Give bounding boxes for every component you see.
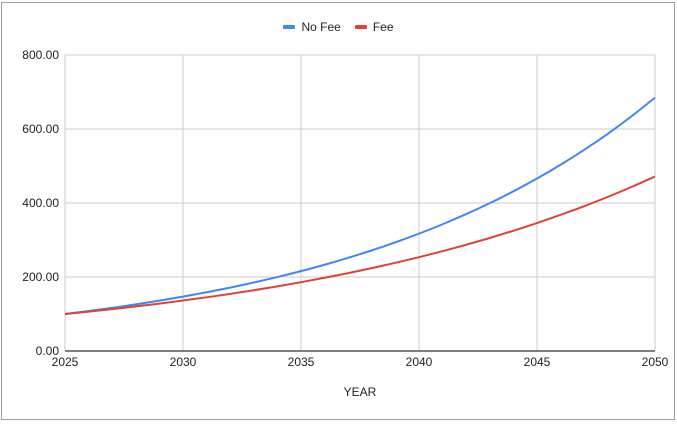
- x-tick-label: 2025: [52, 355, 79, 369]
- chart-legend: No Fee Fee: [0, 20, 677, 34]
- x-tick-label: 2040: [406, 355, 433, 369]
- legend-label-fee: Fee: [372, 20, 394, 34]
- x-axis-label: YEAR: [344, 385, 377, 399]
- legend-item-fee[interactable]: Fee: [354, 20, 394, 34]
- x-tick-label: 2035: [288, 355, 315, 369]
- series-lines: [64, 96, 656, 315]
- x-tick-label: 2045: [524, 355, 551, 369]
- series-line-no-fee[interactable]: [64, 96, 656, 315]
- legend-swatch-fee-icon: [354, 25, 367, 29]
- legend-label-no-fee: No Fee: [301, 20, 341, 34]
- series-line-fee[interactable]: [64, 175, 656, 315]
- legend-swatch-no-fee-icon: [283, 25, 296, 29]
- y-tick-label: 0.00: [36, 344, 60, 358]
- y-tick-label: 800.00: [22, 48, 59, 62]
- x-tick-label: 2030: [170, 355, 197, 369]
- y-tick-label: 600.00: [22, 122, 59, 136]
- gridlines: [64, 54, 656, 351]
- axes: 0.00 200.00 400.00 600.00 800.00 2025 2030 2035…: [22, 48, 668, 369]
- x-tick-label: 2050: [642, 355, 669, 369]
- y-tick-label: 200.00: [22, 270, 59, 284]
- y-tick-label: 400.00: [22, 196, 59, 210]
- legend-item-no-fee[interactable]: No Fee: [283, 20, 341, 34]
